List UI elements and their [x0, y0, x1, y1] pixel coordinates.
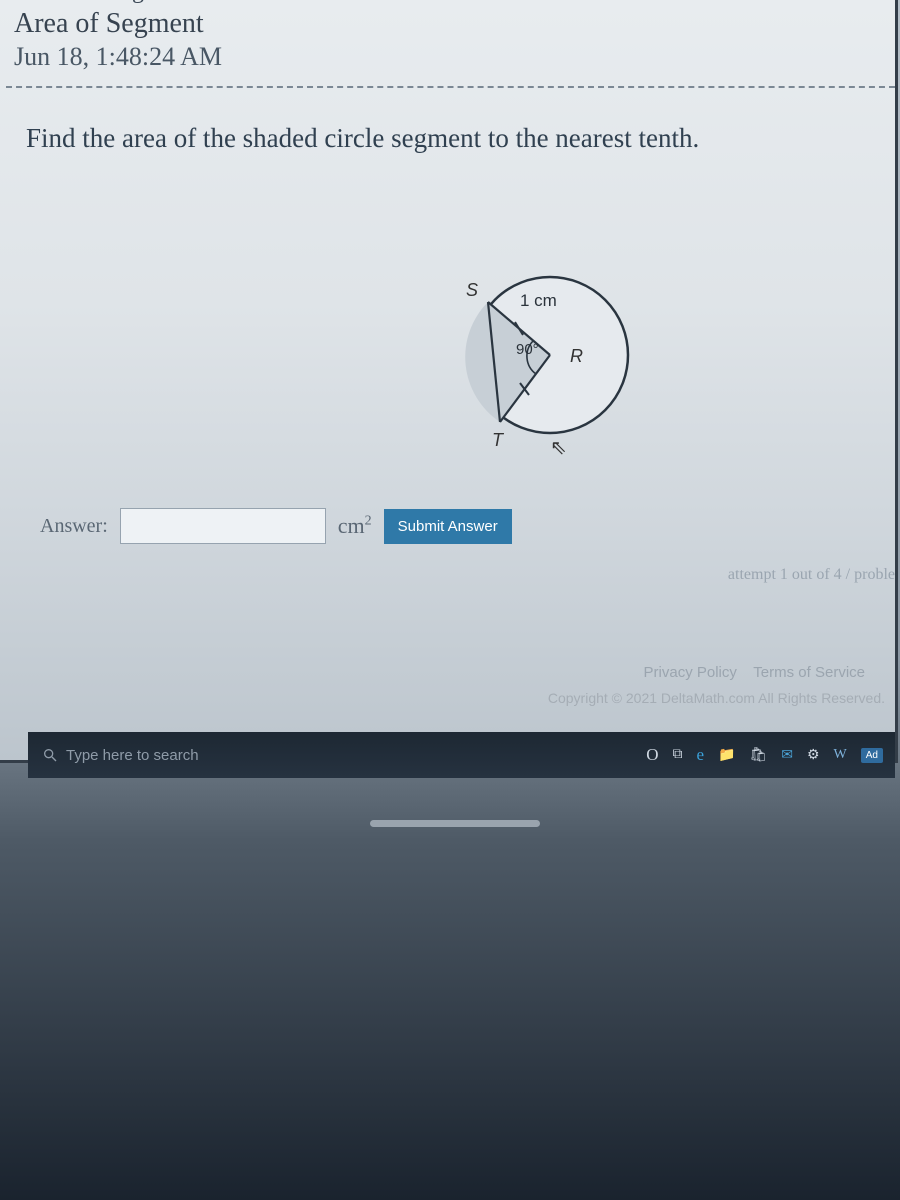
phone-home-indicator [370, 820, 540, 827]
mail-icon[interactable]: ✉ [781, 747, 793, 764]
divider [6, 86, 895, 88]
app-pill-icon[interactable]: Ad [861, 748, 883, 763]
taskbar-icons: O ⧉ e 📁 🛍 ✉ ⚙ W Ad [646, 745, 883, 765]
explorer-icon[interactable]: 📁 [718, 747, 735, 764]
answer-row: Answer: cm2 Submit Answer [40, 508, 512, 544]
copyright-text: Copyright © 2021 DeltaMath.com All Right… [548, 690, 885, 706]
point-s-label: S [466, 280, 478, 300]
circle-figure: S R T 1 cm 90° [420, 250, 680, 460]
search-placeholder: Type here to search [66, 747, 199, 764]
answer-label: Answer: [40, 515, 108, 538]
angle-label: 90° [516, 341, 539, 358]
attempt-status: attempt 1 out of 4 / proble [728, 566, 895, 584]
radius-label: 1 cm [520, 291, 557, 310]
settings-icon[interactable]: ⚙ [807, 747, 820, 764]
windows-taskbar[interactable]: Type here to search O ⧉ e 📁 🛍 ✉ ⚙ W Ad [28, 732, 895, 778]
search-icon [42, 747, 58, 763]
question-text: Find the area of the shaded circle segme… [26, 120, 699, 156]
app-screen: Susan Rodriguez Area of Segment Jun 18, … [0, 0, 898, 763]
answer-unit: cm2 [338, 513, 372, 539]
submit-answer-button[interactable]: Submit Answer [384, 509, 512, 544]
terms-link[interactable]: Terms of Service [753, 664, 865, 681]
topic-title: Area of Segment [14, 8, 204, 40]
footer-links: Privacy Policy Terms of Service [644, 664, 865, 681]
student-name: Susan Rodriguez [14, 0, 177, 5]
point-r-label: R [570, 346, 583, 366]
word-icon[interactable]: W [834, 747, 847, 763]
taskview-icon[interactable]: ⧉ [672, 747, 682, 763]
cortana-icon[interactable]: O [646, 745, 658, 765]
mouse-cursor-icon: ⇖ [550, 435, 567, 460]
point-t-label: T [492, 430, 505, 450]
taskbar-search[interactable]: Type here to search [42, 747, 199, 764]
edge-icon[interactable]: e [696, 745, 704, 765]
timestamp: Jun 18, 1:48:24 AM [14, 42, 222, 72]
store-icon[interactable]: 🛍 [749, 747, 767, 764]
privacy-link[interactable]: Privacy Policy [644, 664, 737, 681]
answer-input[interactable] [120, 508, 326, 544]
